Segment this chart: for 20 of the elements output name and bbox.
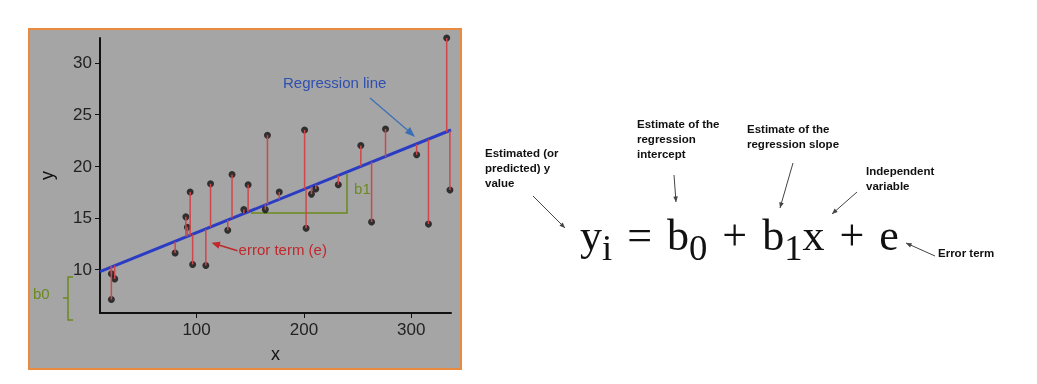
text: b0 [33,285,50,302]
text: Estimated (or predicted) y value [485,146,560,191]
y-tick-label: 20 [73,156,92,176]
x-axis-title: x [271,344,280,364]
annotation: Regression line [283,74,387,91]
y-tick-label: 15 [73,208,92,228]
y-tick-label: 10 [73,260,92,280]
x-tick-label: 100 [182,320,211,339]
x-tick-label: 300 [397,320,426,339]
y-axis-title: y [37,171,57,180]
text: Error term [938,246,996,261]
text: Independent variable [866,164,936,194]
y-tick-label: 25 [73,105,92,124]
annotation: error term (e) [238,240,327,258]
annotation: b1 [354,180,371,198]
text: Estimate of the regression intercept [637,117,721,162]
text: Estimate of the regression slope [747,122,841,152]
text: y$_{i}$ = b$_{0}$ + b$_{1}$x + e [580,210,899,269]
x-tick-label: 200 [289,320,319,339]
y-tick-label: 30 [73,53,92,73]
